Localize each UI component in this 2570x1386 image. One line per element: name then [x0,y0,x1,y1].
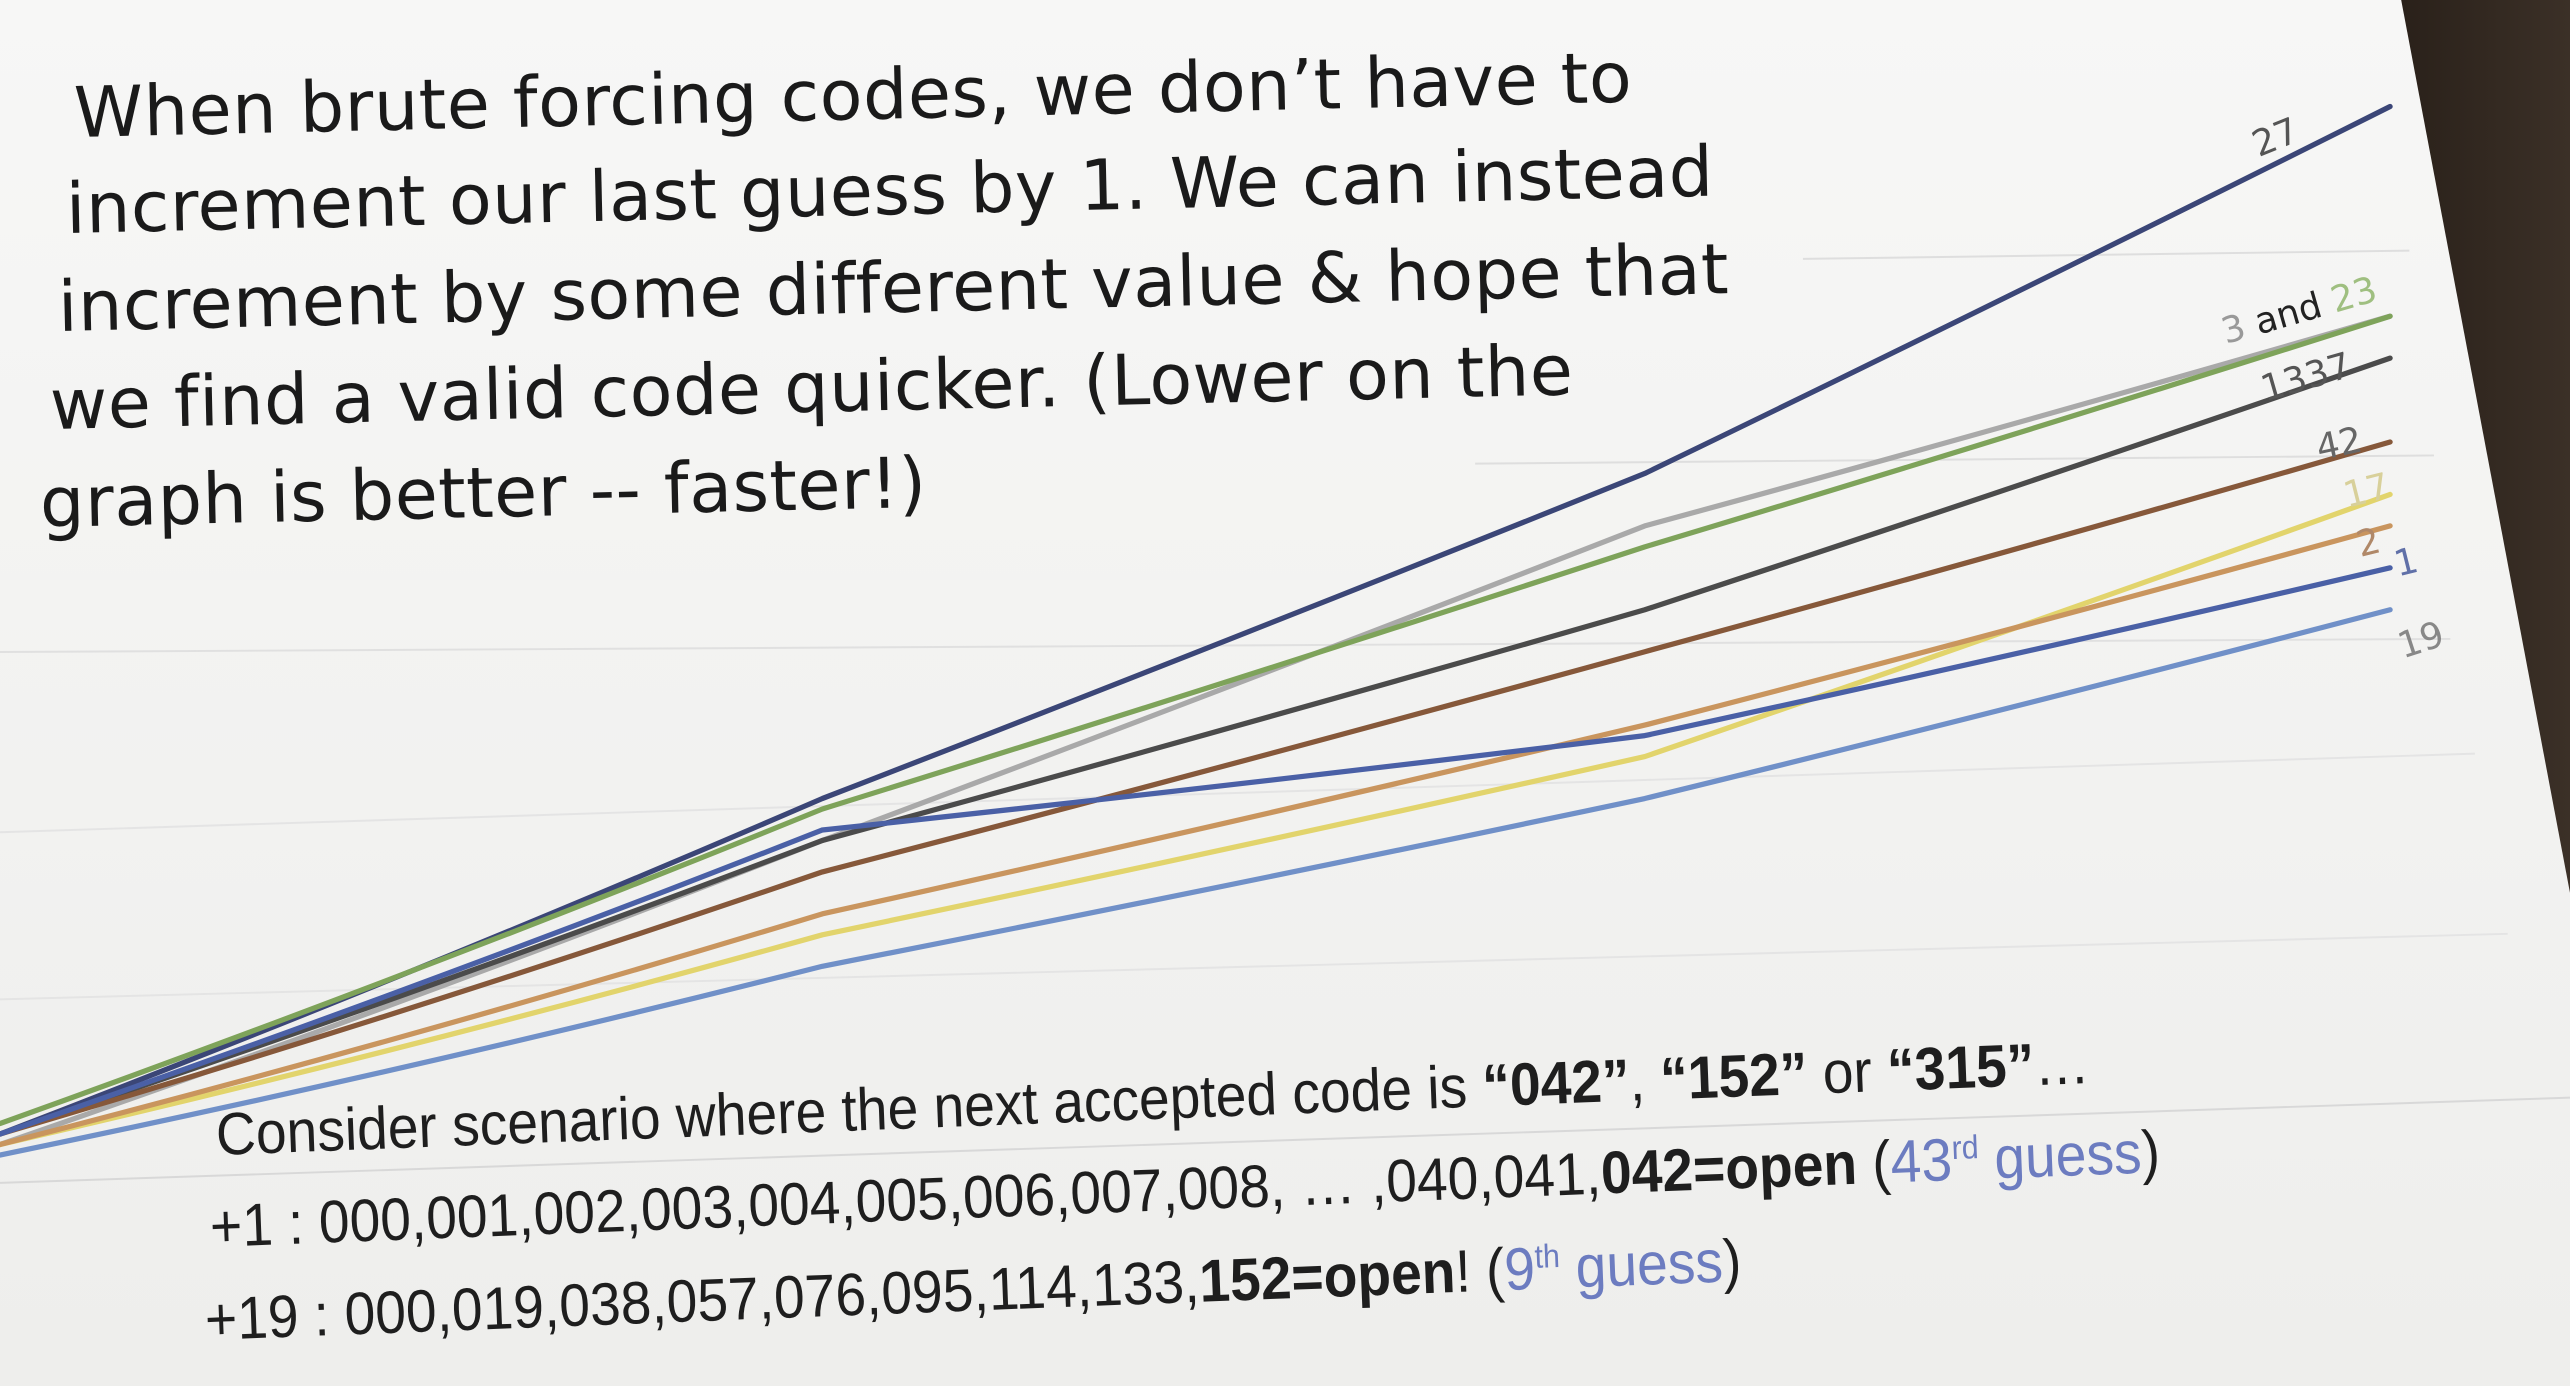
open-code: 152=open [1198,1237,1457,1315]
gridline [1802,249,2410,260]
text: , [1628,1045,1662,1114]
text: … [2032,1029,2091,1099]
gridline [0,637,2451,654]
series-line-42 [0,439,2393,1137]
series-line-23 [0,313,2393,1127]
text: or [1806,1036,1889,1107]
open-code: 042=open [1599,1129,1859,1207]
series-line-2 [0,523,2393,1148]
code: “152” [1658,1039,1809,1113]
ordinal: th [1533,1236,1561,1275]
text: ) [2140,1118,2162,1186]
ordinal: rd [1950,1128,1980,1167]
label-27: 27 [2246,110,2304,166]
series-line-3 [0,313,2393,1148]
text: ( [1855,1128,1892,1197]
gridline [0,752,2475,834]
label-3-and-23: 3 and 23 [2217,268,2382,352]
label-1: 1 [2390,539,2422,585]
guess-word: guess [1977,1118,2143,1193]
gridline [0,1096,2570,1184]
gridline [0,932,2508,1001]
label-23: 23 [2326,268,2382,321]
text: ) [1721,1227,1743,1295]
series-line-1337 [0,355,2393,1137]
code: “042” [1481,1046,1631,1120]
guess-number: 9 [1503,1234,1537,1304]
series-line-19 [0,607,2393,1158]
guess-number: 43 [1889,1126,1954,1196]
label-17: 17 [2339,465,2394,517]
gridline [1475,454,2434,465]
series-line-1 [0,565,2393,1137]
code: “315” [1885,1031,2036,1104]
label-19: 19 [2393,613,2450,667]
guess-word: guess [1559,1227,1725,1301]
label-42: 42 [2312,419,2366,470]
text: ! ( [1454,1236,1506,1305]
